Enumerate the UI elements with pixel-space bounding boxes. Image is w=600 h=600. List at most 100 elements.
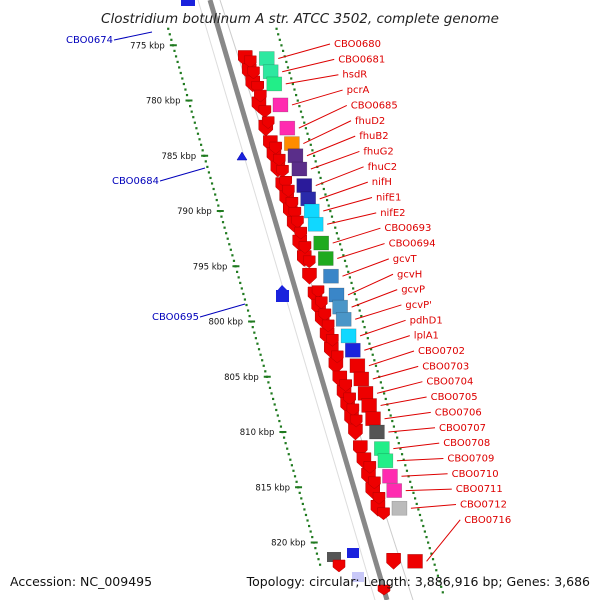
tick-dot (231, 254, 234, 257)
gene-leader-line (364, 335, 410, 351)
tick-dot (181, 77, 184, 80)
gene-arrow (261, 116, 275, 129)
tick-label: 800 kbp (208, 318, 243, 328)
track-dot (340, 248, 343, 251)
gene-leader-line (332, 227, 381, 244)
tick-dot (220, 215, 223, 218)
gene-leader-line (376, 381, 423, 394)
gene-leader-line (298, 104, 348, 129)
gene-label: gcvH (397, 269, 422, 280)
gene-leader-line (315, 166, 364, 187)
reverse-leader-line (159, 167, 206, 182)
gene-leader-line (396, 457, 444, 462)
track-dot (288, 71, 291, 75)
gene-label: nifE1 (376, 193, 401, 204)
gene-arrow (302, 255, 316, 269)
gene-label: hsdR (342, 70, 367, 81)
gene-label: CBO0716 (464, 515, 511, 526)
gene-leader-line (380, 396, 427, 406)
gene-arrow (372, 492, 386, 505)
gene-arrow (254, 89, 267, 103)
tick-dot (245, 303, 248, 307)
gene-block (258, 51, 275, 66)
tick-dot (237, 276, 240, 279)
tick-label: 815 kbp (255, 483, 290, 493)
gene-leader-line (327, 212, 377, 225)
gene-block (335, 311, 352, 327)
track-dot (347, 270, 350, 273)
reverse-gene-block-top (181, 0, 195, 6)
tick-dot (262, 364, 265, 367)
tick-dot (174, 55, 178, 58)
gene-block (391, 500, 408, 516)
gene-label: CBO0706 (435, 407, 482, 418)
track-dot (281, 49, 285, 52)
tick-dot (314, 547, 317, 550)
tick-dot (184, 88, 187, 91)
tick-dot (170, 38, 173, 41)
track-dot (436, 574, 440, 577)
gene-block (291, 161, 308, 177)
gene-block (303, 203, 320, 219)
tick-dot (292, 469, 295, 472)
track-dot (404, 464, 407, 467)
tick-dot (168, 33, 171, 36)
gene-arrow (321, 319, 335, 333)
track-dot (285, 60, 288, 64)
gene-block (287, 148, 304, 164)
track-dot (286, 66, 290, 69)
tick-dot (173, 49, 176, 52)
tick-dot (167, 27, 170, 30)
gene-block (407, 553, 423, 569)
gene-block (361, 398, 377, 413)
track-dot (427, 541, 430, 544)
gene-arrow (339, 379, 352, 392)
gene-arrow (258, 105, 272, 118)
gene-block (323, 268, 339, 284)
gene-arrow (291, 215, 304, 229)
gene-label: CBO0680 (334, 39, 381, 50)
tick-dot (306, 519, 309, 522)
gene-label: CBO0705 (431, 392, 478, 403)
track-dot (418, 513, 422, 517)
track-dot (365, 331, 368, 334)
gene-arrow (346, 403, 360, 417)
gene-label: fhuC2 (368, 162, 398, 173)
gene-label: fhuB2 (359, 131, 388, 142)
tick-dot (212, 187, 215, 191)
tick-label: 795 kbp (193, 262, 228, 272)
gene-label: nifH (372, 177, 392, 188)
track-dot (396, 436, 399, 439)
gene-arrow (311, 285, 325, 298)
tick-dot (207, 171, 211, 174)
tick-dot (289, 458, 292, 461)
track-dot (433, 563, 436, 566)
tick-dot (204, 160, 207, 163)
gene-block (296, 178, 313, 193)
gene-label: CBO0685 (351, 100, 398, 111)
track-dot (348, 276, 352, 279)
track-dot (358, 309, 361, 312)
gene-label: gcvP' (405, 300, 432, 311)
tick-dot (190, 110, 193, 113)
tick-dot (206, 165, 209, 168)
tick-dot (304, 513, 308, 517)
track-dot (308, 138, 311, 141)
gene-label: gcvP (401, 285, 425, 296)
gene-leader-line (388, 427, 436, 433)
tick-label: 790 kbp (177, 207, 212, 217)
track-dot (298, 105, 301, 108)
gene-arrow (326, 334, 339, 347)
tick-dot (228, 243, 231, 246)
track-dot (319, 176, 322, 180)
track-dot (322, 187, 325, 191)
track-dot (387, 408, 391, 412)
track-dot (324, 193, 327, 196)
gene-leader-line (401, 473, 448, 477)
tick-label: 805 kbp (224, 373, 259, 383)
track-dot (412, 491, 415, 494)
tick-dot (303, 508, 306, 511)
tick-dot (217, 204, 220, 207)
tick-dot (232, 259, 236, 262)
track-dot (335, 232, 338, 235)
